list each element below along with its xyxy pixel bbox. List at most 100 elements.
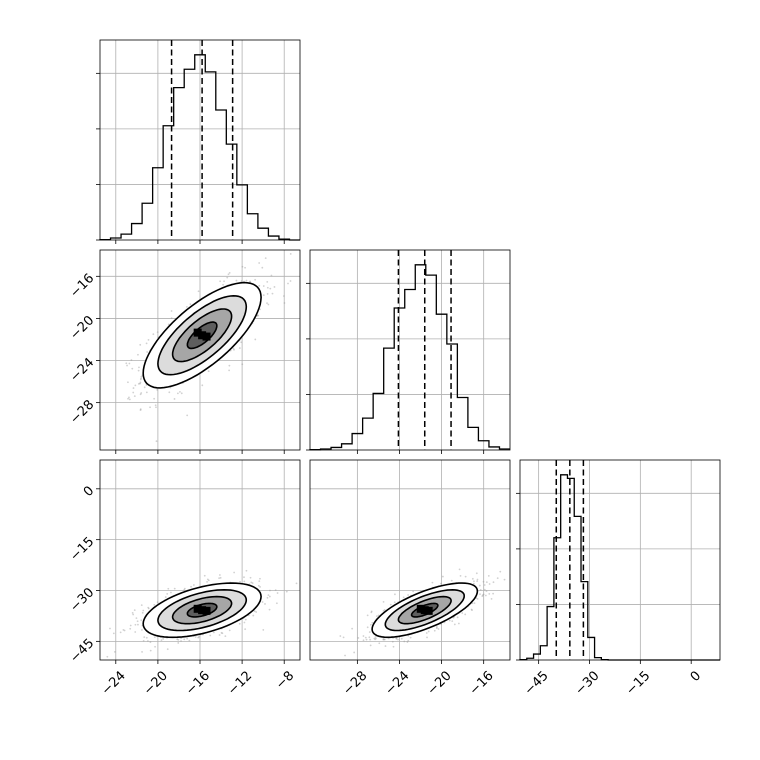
sample-point [394,593,396,596]
sample-point [128,362,131,365]
x-tick-label: −12 [225,668,255,698]
sample-point [139,382,141,385]
sample-point [262,629,265,631]
density-peak-cell [193,328,202,337]
y-tick-label: −24 [67,355,97,385]
y-tick-label: −15 [67,534,97,564]
panel-content [106,569,298,658]
sample-point [106,655,109,658]
axes-frame [309,249,511,451]
sample-point [268,608,271,611]
sample-point [283,302,286,304]
sample-point [366,626,369,629]
sample-point [266,293,269,295]
sample-point [259,577,261,580]
contour-line [171,595,233,625]
sample-point [183,589,186,591]
sample-point [382,638,385,640]
sample-point [407,594,409,596]
sample-point [362,639,365,642]
sample-point [228,629,231,632]
sample-point [189,303,192,306]
sample-point [173,587,176,590]
x-tick-label: −30 [573,668,603,698]
sample-point [194,636,197,638]
sample-point [403,640,406,643]
panel-content [125,252,292,443]
sample-point [483,588,486,591]
sample-point [258,262,261,264]
sample-point [147,606,150,609]
sample-point [224,635,227,638]
sample-point [207,370,210,373]
contour-line [186,321,218,350]
sample-point [141,611,144,614]
sample-point [479,588,482,591]
x-tick-label: 0 [688,668,704,684]
sample-point [142,639,145,642]
sample-point [251,582,254,584]
sample-point [285,590,288,593]
sample-point [249,280,251,283]
sample-point [160,639,163,642]
sample-point [476,580,479,583]
density-peak-cell [193,604,202,613]
sample-point [262,285,265,287]
sample-point [162,638,165,640]
sample-point [472,582,475,585]
sample-point [374,636,377,638]
sample-point [227,273,230,276]
sample-point [252,614,255,617]
sample-point [153,603,156,606]
sample-point [484,594,487,597]
sample-point [170,591,172,594]
sample-point [131,367,134,370]
sample-point [233,571,236,574]
sample-point [235,279,238,282]
sample-point [371,621,374,624]
sample-point [139,408,142,411]
x-tick-label: −24 [383,668,413,698]
x-tick-label: −20 [425,668,455,698]
sample-point [186,637,189,640]
sample-point [183,587,186,590]
sample-point [276,592,279,594]
sample-point [125,362,128,365]
density-peak-cell [202,332,211,341]
density-core [416,604,433,615]
sample-point [351,627,354,630]
sample-point [197,290,200,293]
sample-point [365,638,368,641]
sample-point [177,638,180,641]
sample-point [487,574,490,577]
sample-point [180,640,182,642]
sample-point [435,627,438,629]
sample-point [140,375,143,378]
sample-point [431,581,434,584]
sample-point [139,381,142,384]
sample-point [295,582,298,585]
sample-point [483,584,486,586]
sample-point [241,363,244,366]
sample-point [113,650,116,653]
sample-point [262,294,265,297]
sample-point [268,595,271,598]
sample-point [154,645,156,648]
panel-content [339,568,506,657]
sample-point [267,594,270,597]
density-core [193,328,211,341]
sample-point [249,576,252,579]
sample-point [155,440,158,443]
sample-point [176,392,179,395]
contour-line [157,294,248,376]
x-tick-label: −16 [467,668,497,698]
sample-point [232,347,235,350]
sample-point [137,353,139,356]
sample-point [156,601,159,604]
sample-point [375,615,378,618]
x-tick-label: −28 [340,668,370,698]
sample-point [456,616,459,619]
sample-point [362,635,365,637]
sample-point [357,637,360,639]
sample-point [149,649,152,652]
